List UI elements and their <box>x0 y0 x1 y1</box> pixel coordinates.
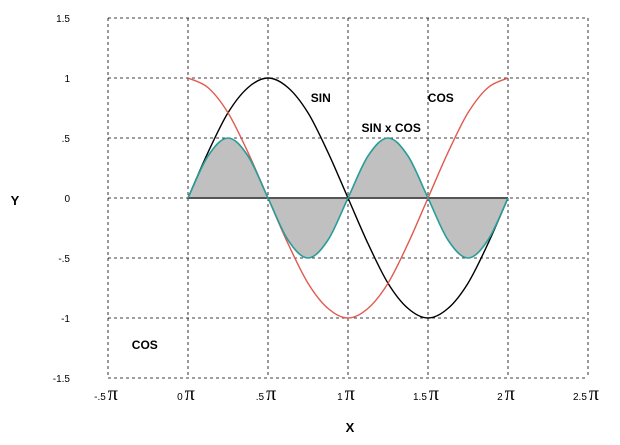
y-tick-label: -1 <box>61 314 70 325</box>
annotation-sin: SIN <box>311 91 331 105</box>
y-tick-label: 1.5 <box>56 14 70 25</box>
series-line-cos <box>187 77 509 319</box>
y-axis-title: Y <box>11 193 20 208</box>
annotation-cos: COS <box>428 91 454 105</box>
x-tick-label: -.5 π <box>94 383 118 405</box>
y-tick-labels: 1.51.50-.5-1-1.5 <box>53 14 71 385</box>
x-tick-labels: -.5 π 0 π .5 π 1 π 1.5 π 2 π 2.5 π <box>94 383 599 405</box>
y-tick-label: .5 <box>62 134 71 145</box>
y-tick-label: 0 <box>64 194 70 205</box>
x-axis-title: X <box>346 420 355 435</box>
x-tick-label: 2.5 π <box>573 383 599 405</box>
annotation-cos: COS <box>132 338 158 352</box>
series-line-sin-x-cos <box>187 137 509 259</box>
series-lines <box>187 77 509 319</box>
annotations: SIN COS SIN x COS COS <box>132 91 454 352</box>
y-tick-label: -.5 <box>58 254 70 265</box>
y-tick-label: 1 <box>64 74 70 85</box>
annotation-sin-x-cos: SIN x COS <box>362 121 421 135</box>
y-tick-label: -1.5 <box>53 374 71 385</box>
x-tick-label: .5 π <box>256 383 276 405</box>
x-tick-label: 1.5 π <box>413 383 439 405</box>
